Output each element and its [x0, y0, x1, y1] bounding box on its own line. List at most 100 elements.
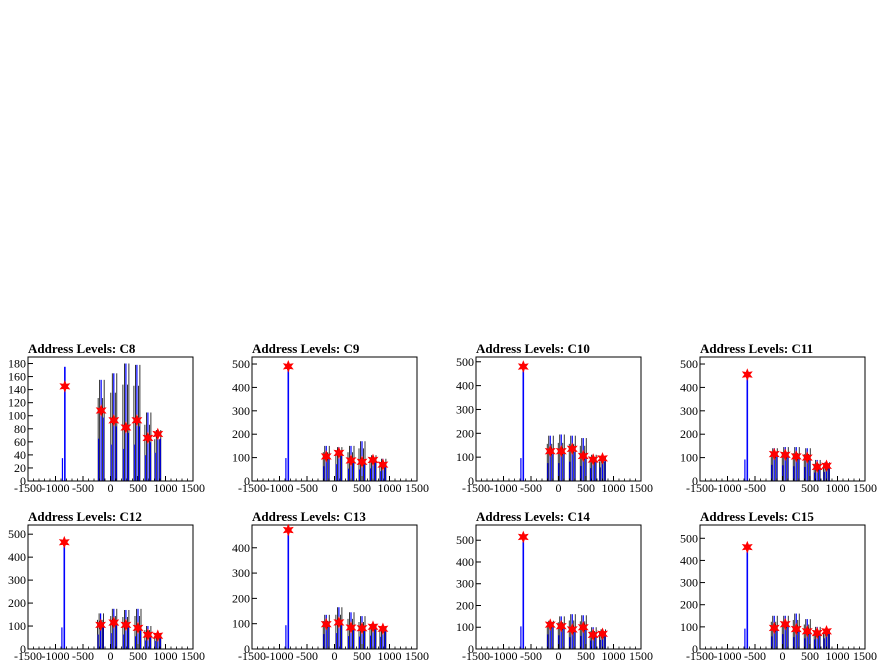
peak-marker: [577, 620, 589, 634]
panel-title: Address Levels: C11: [700, 341, 814, 356]
histogram-bin: [558, 463, 560, 481]
histogram-bin: [787, 626, 789, 649]
y-tick-label: 0: [244, 474, 250, 488]
histogram-bin: [776, 630, 778, 649]
histogram-bin: [814, 639, 816, 649]
x-tick-label: 1500: [181, 649, 205, 663]
peak-marker: [811, 460, 823, 474]
peak-marker: [544, 444, 556, 458]
peak-marker: [377, 458, 389, 471]
y-tick-label: 0: [20, 642, 26, 656]
y-tick-label: 300: [456, 577, 474, 591]
histogram-bin: [144, 640, 146, 649]
x-tick-label: 0: [332, 481, 338, 495]
x-tick-label: -1000: [42, 481, 70, 495]
chart-panel: -1500 -1000 -500 0 500 1000 1500 0 100 200 300 400 5…: [672, 504, 896, 672]
x-tick-label: 1000: [378, 649, 402, 663]
peak-marker: [566, 623, 578, 636]
histogram-bin: [63, 541, 66, 649]
histogram-bin: [325, 445, 327, 481]
histogram-bin: [571, 435, 573, 481]
histogram-bin: [64, 366, 66, 481]
chart-panel: -1500 -1000 -500 0 500 1000 1500 0 100 200 300 400 5…: [448, 336, 672, 504]
y-tick-label: 80: [14, 422, 26, 436]
histogram-bin: [782, 465, 784, 481]
peak-marker: [333, 446, 345, 460]
chart-svg: -1500 -1000 -500 0 500 1000 1500 0 100 200 300 400 5…: [232, 356, 429, 495]
x-tick-label: -1000: [266, 649, 294, 663]
peak-marker: [555, 444, 567, 458]
chart-panel: -1500 -1000 -500 0 500 1000 1500 0 20 40 60 80 100 12…: [0, 336, 224, 504]
panel-title: Address Levels: C13: [252, 509, 366, 524]
histogram-bin: [558, 635, 560, 649]
peak-marker: [367, 453, 379, 467]
histogram-bin: [61, 458, 64, 481]
peak-marker: [320, 617, 332, 631]
peak-marker: [517, 360, 529, 373]
y-tick-label: 300: [680, 576, 698, 590]
x-tick-label: -500: [520, 481, 542, 495]
histogram-bin: [804, 466, 806, 481]
peak-marker: [517, 530, 529, 544]
x-tick-label: -1500: [686, 649, 714, 663]
histogram-bin: [793, 637, 795, 649]
histogram-bin: [604, 635, 606, 649]
histogram-bin: [61, 627, 63, 649]
histogram-bin: [580, 635, 582, 649]
y-tick-label: 0: [692, 474, 698, 488]
peak-marker: [356, 621, 368, 635]
histogram-bin: [549, 435, 551, 481]
histogram-bin: [585, 629, 587, 649]
y-tick-label: 500: [456, 533, 474, 547]
chart-panel: -1500 -1000 -500 0 500 1000 1500 0 100 200 300 400 5…: [448, 504, 672, 672]
histogram-bin: [340, 625, 342, 649]
panel-title: Address Levels: C15: [700, 509, 814, 524]
histogram-bin: [138, 426, 140, 481]
histogram-bin: [154, 452, 156, 481]
peak-marker: [356, 455, 368, 469]
y-tick-label: 400: [456, 555, 474, 569]
histogram-bin: [828, 467, 830, 481]
x-tick-label: 1500: [629, 649, 653, 663]
x-tick-label: -1500: [14, 649, 42, 663]
histogram-bin: [771, 464, 773, 481]
histogram-bin: [102, 627, 104, 649]
x-tick-label: -1000: [490, 649, 518, 663]
histogram-bin: [552, 627, 554, 649]
histogram-bin: [560, 434, 562, 481]
histogram-bin: [744, 628, 746, 649]
x-tick-label: -500: [72, 649, 94, 663]
y-tick-label: 100: [232, 617, 250, 631]
histogram-bin: [823, 638, 825, 649]
y-tick-label: 0: [244, 642, 250, 656]
histogram-bin: [359, 636, 360, 649]
histogram-bin: [784, 615, 786, 649]
x-tick-label: 500: [577, 649, 595, 663]
y-tick-label: 100: [8, 409, 26, 423]
histogram-bin: [149, 442, 151, 481]
histogram-bin: [522, 366, 525, 481]
y-tick-label: 400: [680, 553, 698, 567]
peak-marker: [142, 431, 154, 445]
histogram-bin: [595, 636, 597, 649]
peak-marker: [333, 616, 345, 629]
x-tick-label: -1000: [490, 481, 518, 495]
y-tick-label: 0: [468, 474, 474, 488]
histogram-bin: [287, 530, 290, 649]
y-tick-label: 400: [456, 379, 474, 393]
peak-marker: [790, 622, 802, 636]
x-tick-label: -1500: [238, 649, 266, 663]
x-tick-label: -1500: [462, 481, 490, 495]
peak-marker: [345, 621, 357, 634]
y-tick-label: 100: [456, 450, 474, 464]
histogram-bin: [133, 444, 135, 481]
histogram-bin: [604, 460, 606, 481]
histogram-bin: [814, 472, 816, 481]
peak-marker: [377, 622, 389, 636]
histogram-bin: [384, 630, 386, 649]
x-tick-label: 1500: [629, 481, 653, 495]
y-tick-label: 0: [692, 642, 698, 656]
histogram-bin: [285, 625, 287, 649]
histogram-bin: [370, 468, 371, 481]
y-tick-label: 40: [14, 448, 26, 462]
